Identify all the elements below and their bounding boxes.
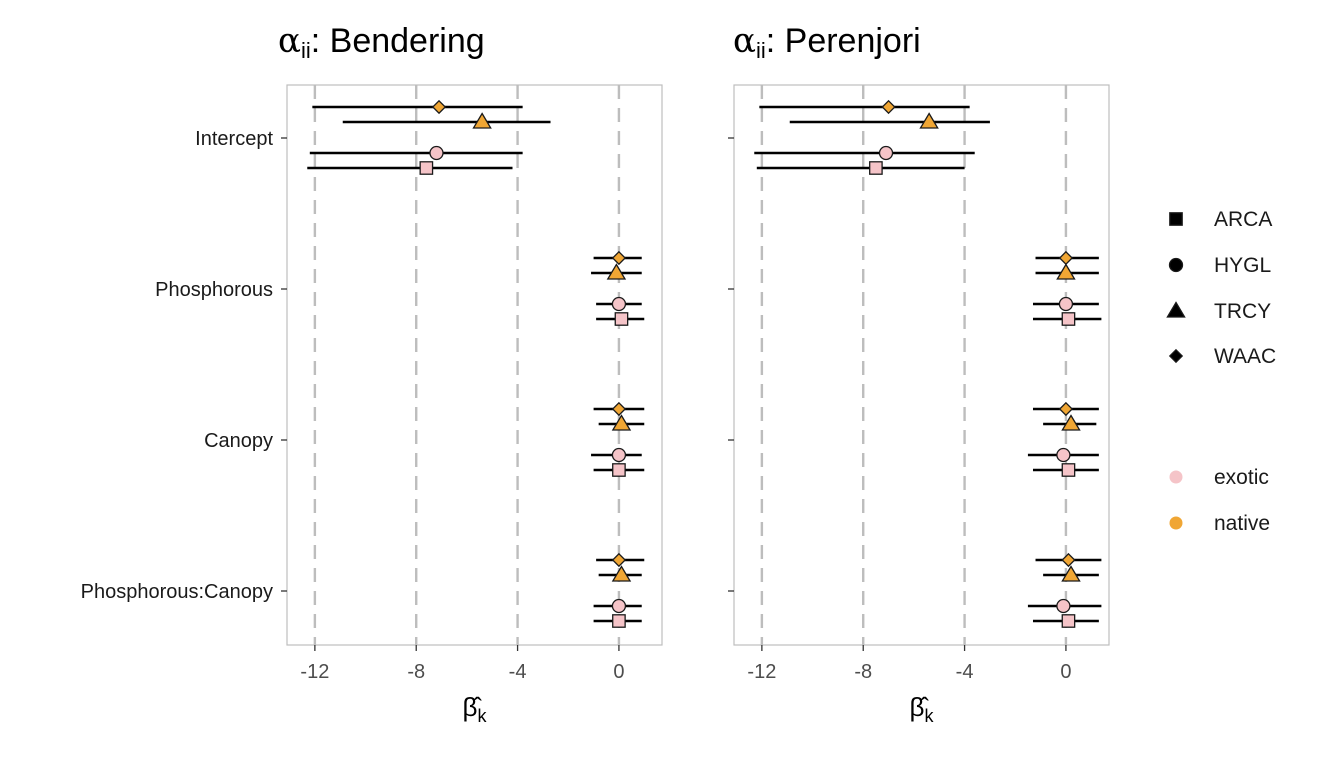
legend-color-native: native xyxy=(1169,512,1270,535)
point-trcy-1 xyxy=(606,263,627,280)
point-arca-1 xyxy=(1061,312,1076,326)
point-arca-1 xyxy=(614,312,629,326)
point-waac-3 xyxy=(1061,552,1076,568)
point-waac-1 xyxy=(1058,250,1074,266)
panel-title-site: : Perenjori xyxy=(766,22,921,60)
legend-shape-arca: ARCA xyxy=(1169,208,1272,231)
x-tick-label-2: -4 xyxy=(956,661,974,683)
y-tick-label-3: Phosphorous:Canopy xyxy=(81,581,273,603)
x-tick-label-3: 0 xyxy=(613,661,624,683)
point-hygl-2 xyxy=(1056,447,1071,463)
point-waac-2 xyxy=(611,401,627,417)
point-arca-2 xyxy=(612,463,626,477)
legend-label: HYGL xyxy=(1214,254,1271,277)
point-waac-3 xyxy=(611,552,627,568)
legend-color-exotic: exotic xyxy=(1169,466,1269,489)
legend-label: exotic xyxy=(1214,466,1269,489)
panel-title: αii: Perenjori xyxy=(733,21,921,63)
x-axis-title-text: β̂k xyxy=(463,692,488,726)
legend-label: TRCY xyxy=(1214,300,1271,323)
legend-square-icon xyxy=(1169,212,1183,226)
legend-shape-trcy: TRCY xyxy=(1166,300,1271,323)
x-tick-label-1: -8 xyxy=(854,661,872,683)
point-waac-0 xyxy=(881,99,896,115)
legend-label: ARCA xyxy=(1214,208,1272,231)
point-hygl-0 xyxy=(878,145,894,161)
point-waac-2 xyxy=(1058,401,1074,417)
point-trcy-1 xyxy=(1056,263,1076,280)
panel-title-alpha: α xyxy=(733,21,756,61)
panel-1: αii: Perenjori -12 -8 -4 0 β̂k xyxy=(728,21,1110,726)
point-hygl-2 xyxy=(611,447,627,463)
y-tick-label-2: Canopy xyxy=(204,430,273,452)
legend-shape-hygl: HYGL xyxy=(1168,254,1271,277)
x-tick-label-1: -8 xyxy=(407,661,425,683)
panel-border xyxy=(733,84,1110,646)
point-trcy-2 xyxy=(1061,414,1081,431)
point-waac-0 xyxy=(431,99,447,115)
legend-label: WAAC xyxy=(1214,345,1276,368)
x-axis-title-subscript: k xyxy=(477,706,487,726)
panel-title: αii: Bendering xyxy=(278,21,485,63)
x-axis-title: β̂k xyxy=(463,692,488,726)
point-trcy-3 xyxy=(1061,565,1081,582)
point-waac-1 xyxy=(611,250,627,266)
panel-title-subscript: ii xyxy=(301,38,311,63)
panel-title-site: : Bendering xyxy=(311,22,485,60)
legend: ARCA HYGL TRCY WAAC exotic native xyxy=(1166,208,1276,535)
legend-dot-native xyxy=(1169,516,1183,530)
point-trcy-0 xyxy=(472,112,492,129)
point-hygl-1 xyxy=(611,296,627,312)
x-axis-title-text: β̂k xyxy=(910,692,935,726)
point-trcy-2 xyxy=(611,414,632,431)
point-trcy-3 xyxy=(611,565,632,582)
point-arca-2 xyxy=(1061,463,1076,477)
x-axis-title-symbol: β̂ xyxy=(463,692,483,722)
x-axis-title: β̂k xyxy=(910,692,935,726)
y-tick-label-0: Intercept xyxy=(195,128,273,150)
point-arca-3 xyxy=(1061,614,1076,628)
x-tick-label-0: -12 xyxy=(747,661,776,683)
x-axis-title-subscript: k xyxy=(924,706,934,726)
legend-shape-waac: WAAC xyxy=(1168,345,1276,368)
point-hygl-3 xyxy=(1056,598,1071,614)
panel-title-subscript: ii xyxy=(756,38,766,63)
point-hygl-3 xyxy=(611,598,627,614)
panel-border xyxy=(286,84,663,646)
point-hygl-0 xyxy=(429,145,444,161)
legend-dot-exotic xyxy=(1169,470,1183,484)
x-tick-label-2: -4 xyxy=(509,661,527,683)
point-trcy-0 xyxy=(919,112,939,129)
x-tick-label-0: -12 xyxy=(300,661,329,683)
panel-title-alpha: α xyxy=(278,21,301,61)
panel-0: αii: Bendering -12 -8 -4 0 Intercept Phosphoro… xyxy=(81,21,663,726)
x-axis-title-symbol: β̂ xyxy=(910,692,930,722)
point-hygl-1 xyxy=(1058,296,1074,312)
point-arca-0 xyxy=(869,161,883,175)
point-arca-0 xyxy=(419,161,434,175)
legend-label: native xyxy=(1214,512,1270,535)
legend-circle-icon xyxy=(1168,257,1184,273)
legend-triangle-icon xyxy=(1166,301,1186,318)
x-tick-label-3: 0 xyxy=(1060,661,1071,683)
y-tick-label-1: Phosphorous xyxy=(155,279,273,301)
legend-diamond-icon xyxy=(1168,348,1184,364)
point-arca-3 xyxy=(612,614,626,628)
